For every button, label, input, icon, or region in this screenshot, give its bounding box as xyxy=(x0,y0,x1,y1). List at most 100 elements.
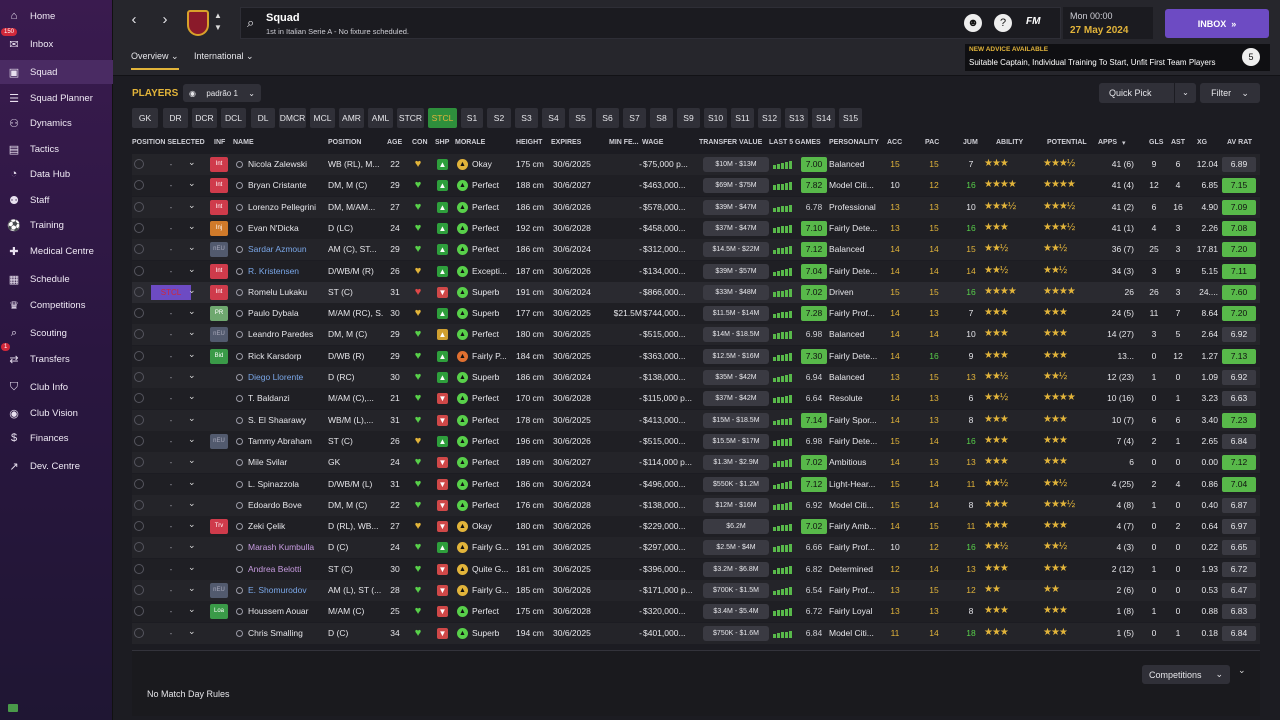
chevron-down-icon[interactable]: ⌄ xyxy=(188,242,196,253)
position-selected[interactable]: - xyxy=(169,479,173,489)
column-header-wage[interactable]: WAGE xyxy=(642,139,664,146)
table-row[interactable]: - ⌄ nEU Tammy Abraham ST (C) 26 ♥ ▲ ▲ Perfect 196 … xyxy=(132,430,1260,452)
position-button-s1[interactable]: S1 xyxy=(461,108,483,128)
position-selected[interactable]: - xyxy=(169,373,173,382)
inbox-button[interactable]: INBOX » xyxy=(1165,9,1269,38)
position-button-s15[interactable]: S15 xyxy=(839,108,862,128)
position-selected[interactable]: - xyxy=(169,160,173,169)
sidebar-item-home[interactable]: ⌂ Home xyxy=(0,4,113,28)
position-button-gk[interactable]: GK xyxy=(132,108,158,128)
position-button-s14[interactable]: S14 xyxy=(812,108,835,128)
forward-arrow-icon[interactable]: › xyxy=(162,11,168,28)
player-name[interactable]: Paulo Dybala xyxy=(248,308,299,319)
table-row[interactable]: - ⌄ nEU Sardar Azmoun AM (C), ST... 29 ♥ ▲ ▲ Perf… xyxy=(132,239,1260,261)
chevron-down-icon[interactable]: ⌄ xyxy=(188,391,196,402)
player-name[interactable]: Sardar Azmoun xyxy=(248,244,307,255)
chevron-down-icon[interactable]: ⌄ xyxy=(188,370,196,380)
sidebar-item-squad[interactable]: ▣ Squad xyxy=(0,60,113,84)
position-selected[interactable]: - xyxy=(169,586,173,595)
sidebar-item-finances[interactable]: $ Finances xyxy=(0,426,113,450)
player-name[interactable]: Edoardo Bove xyxy=(248,499,302,510)
table-row[interactable]: - ⌄ Int Nicola Zalewski WB (RL), M... 22 ♥ ▲ ▲ Ok… xyxy=(132,154,1260,175)
position-selected[interactable]: - xyxy=(169,543,173,553)
position-button-s13[interactable]: S13 xyxy=(785,108,808,128)
select-checkbox[interactable] xyxy=(134,222,144,233)
select-checkbox[interactable] xyxy=(134,457,144,468)
player-name[interactable]: Romelu Lukaku xyxy=(248,286,308,297)
expand-icon[interactable]: ⌄ xyxy=(1238,665,1246,675)
position-button-stcr[interactable]: STCR xyxy=(397,108,424,128)
sidebar-item-schedule[interactable]: ▦ Schedule xyxy=(0,267,113,291)
club-switch-arrows-icon[interactable]: ▲ ▼ xyxy=(214,11,222,32)
chevron-down-icon[interactable]: ⌄ xyxy=(1174,83,1196,103)
column-header-morale[interactable]: MORALE xyxy=(455,139,486,146)
position-selected[interactable]: - xyxy=(169,394,173,404)
table-row[interactable]: - ⌄ Int R. Kristensen D/WB/M (R) 26 ♥ ▲ ▲ Excepti… xyxy=(132,260,1260,282)
select-checkbox[interactable] xyxy=(134,542,144,553)
select-checkbox[interactable] xyxy=(134,606,144,617)
player-name[interactable]: Lorenzo Pellegrini xyxy=(248,201,317,212)
player-name[interactable]: Mile Svilar xyxy=(248,457,288,468)
column-header-expires[interactable]: EXPIRES xyxy=(551,139,582,146)
select-checkbox[interactable] xyxy=(134,350,144,361)
column-header-name[interactable]: NAME xyxy=(233,139,254,146)
position-selected[interactable]: - xyxy=(169,330,173,340)
select-checkbox[interactable] xyxy=(134,329,144,340)
position-button-dmcr[interactable]: DMCR xyxy=(279,108,306,128)
table-row[interactable]: - ⌄ Mile Svilar GK 24 ♥ ▼ ▲ Perfect 189 cm 30/6/20… xyxy=(132,452,1260,474)
position-button-dl[interactable]: DL xyxy=(251,108,275,128)
column-header-acc[interactable]: ACC xyxy=(887,139,903,146)
position-button-s12[interactable]: S12 xyxy=(758,108,781,128)
column-header-con[interactable]: CON xyxy=(412,139,428,146)
position-selected[interactable]: STCL xyxy=(151,284,191,300)
player-name[interactable]: Bryan Cristante xyxy=(248,180,307,191)
position-button-amr[interactable]: AMR xyxy=(339,108,364,128)
column-header-inf[interactable]: INF xyxy=(214,139,226,146)
select-checkbox[interactable] xyxy=(134,563,144,574)
column-header-pac[interactable]: PAC xyxy=(925,139,940,146)
select-checkbox[interactable] xyxy=(134,627,144,638)
select-checkbox[interactable] xyxy=(134,201,144,212)
player-name[interactable]: Andrea Belotti xyxy=(248,563,302,574)
sidebar-item-dev-centre[interactable]: ↗ Dev. Centre xyxy=(0,454,113,478)
table-row[interactable]: - ⌄ S. El Shaarawy WB/M (L),... 31 ♥ ▼ ▲ Perfect… xyxy=(132,409,1260,431)
position-selected[interactable]: - xyxy=(169,266,173,276)
table-row[interactable]: - ⌄ Edoardo Bove DM, M (C) 22 ♥ ▼ ▲ Perfect 176 c… xyxy=(132,494,1260,516)
player-name[interactable]: E. Shomurodov xyxy=(248,585,307,595)
table-row[interactable]: - ⌄ Chris Smalling D (C) 34 ♥ ▼ ▲ Superb 194 cm 30… xyxy=(132,622,1260,644)
competitions-dropdown[interactable]: Competitions ⌄ xyxy=(1142,665,1230,684)
chevron-down-icon[interactable]: ⌄ xyxy=(188,284,196,295)
player-name[interactable]: Tammy Abraham xyxy=(248,435,312,446)
chevron-down-icon[interactable]: ⌄ xyxy=(188,625,196,636)
column-header-xg[interactable]: XG xyxy=(1197,139,1208,146)
help-icon[interactable]: ? xyxy=(994,14,1012,32)
column-header-potential[interactable]: POTENTIAL xyxy=(1047,139,1087,146)
table-row[interactable]: - ⌄ PR Paulo Dybala M/AM (RC), S... 30 ♥ ▲ ▲ Supe… xyxy=(132,303,1260,325)
position-button-s4[interactable]: S4 xyxy=(542,108,565,128)
table-row[interactable]: - ⌄ T. Baldanzi M/AM (C),... 21 ♥ ▼ ▲ Perfect 170… xyxy=(132,388,1260,410)
column-header-height[interactable]: HEIGHT xyxy=(516,139,543,146)
sidebar-item-club-info[interactable]: ⛉ Club Info xyxy=(0,375,113,399)
date-box[interactable]: Mon 00:00 27 May 2024 xyxy=(1063,7,1153,39)
position-selected[interactable]: - xyxy=(169,415,173,425)
player-name[interactable]: Leandro Paredes xyxy=(248,329,314,340)
position-selected[interactable]: - xyxy=(169,351,173,361)
column-header-age[interactable]: AGE xyxy=(387,139,403,146)
player-name[interactable]: Marash Kumbulla xyxy=(248,542,315,553)
chevron-down-icon[interactable]: ⌄ xyxy=(188,220,196,231)
sidebar-item-training[interactable]: ⚽ Training xyxy=(0,213,113,237)
sidebar-item-transfers[interactable]: ⇄ Transfers 1 xyxy=(0,343,113,371)
column-header-jum[interactable]: JUM xyxy=(963,139,978,146)
chevron-down-icon[interactable]: ⌄ xyxy=(188,412,196,423)
table-row[interactable]: - ⌄ Bid Rick Karsdorp D/WB (R) 29 ♥ ▲ ▲ Fairly P.… xyxy=(132,345,1260,367)
chevron-down-icon[interactable]: ⌄ xyxy=(188,178,196,189)
chevron-down-icon[interactable]: ⌄ xyxy=(188,476,196,487)
position-selected[interactable]: - xyxy=(169,223,173,233)
table-row[interactable]: - ⌄ L. Spinazzola D/WB/M (L) 31 ♥ ▼ ▲ Perfect 186… xyxy=(132,473,1260,495)
position-button-s3[interactable]: S3 xyxy=(515,108,538,128)
position-selected[interactable]: - xyxy=(169,628,173,638)
chevron-down-icon[interactable]: ⌄ xyxy=(188,604,196,615)
player-name[interactable]: Houssem Aouar xyxy=(248,606,309,617)
position-button-s9[interactable]: S9 xyxy=(677,108,700,128)
select-checkbox[interactable] xyxy=(134,499,144,510)
